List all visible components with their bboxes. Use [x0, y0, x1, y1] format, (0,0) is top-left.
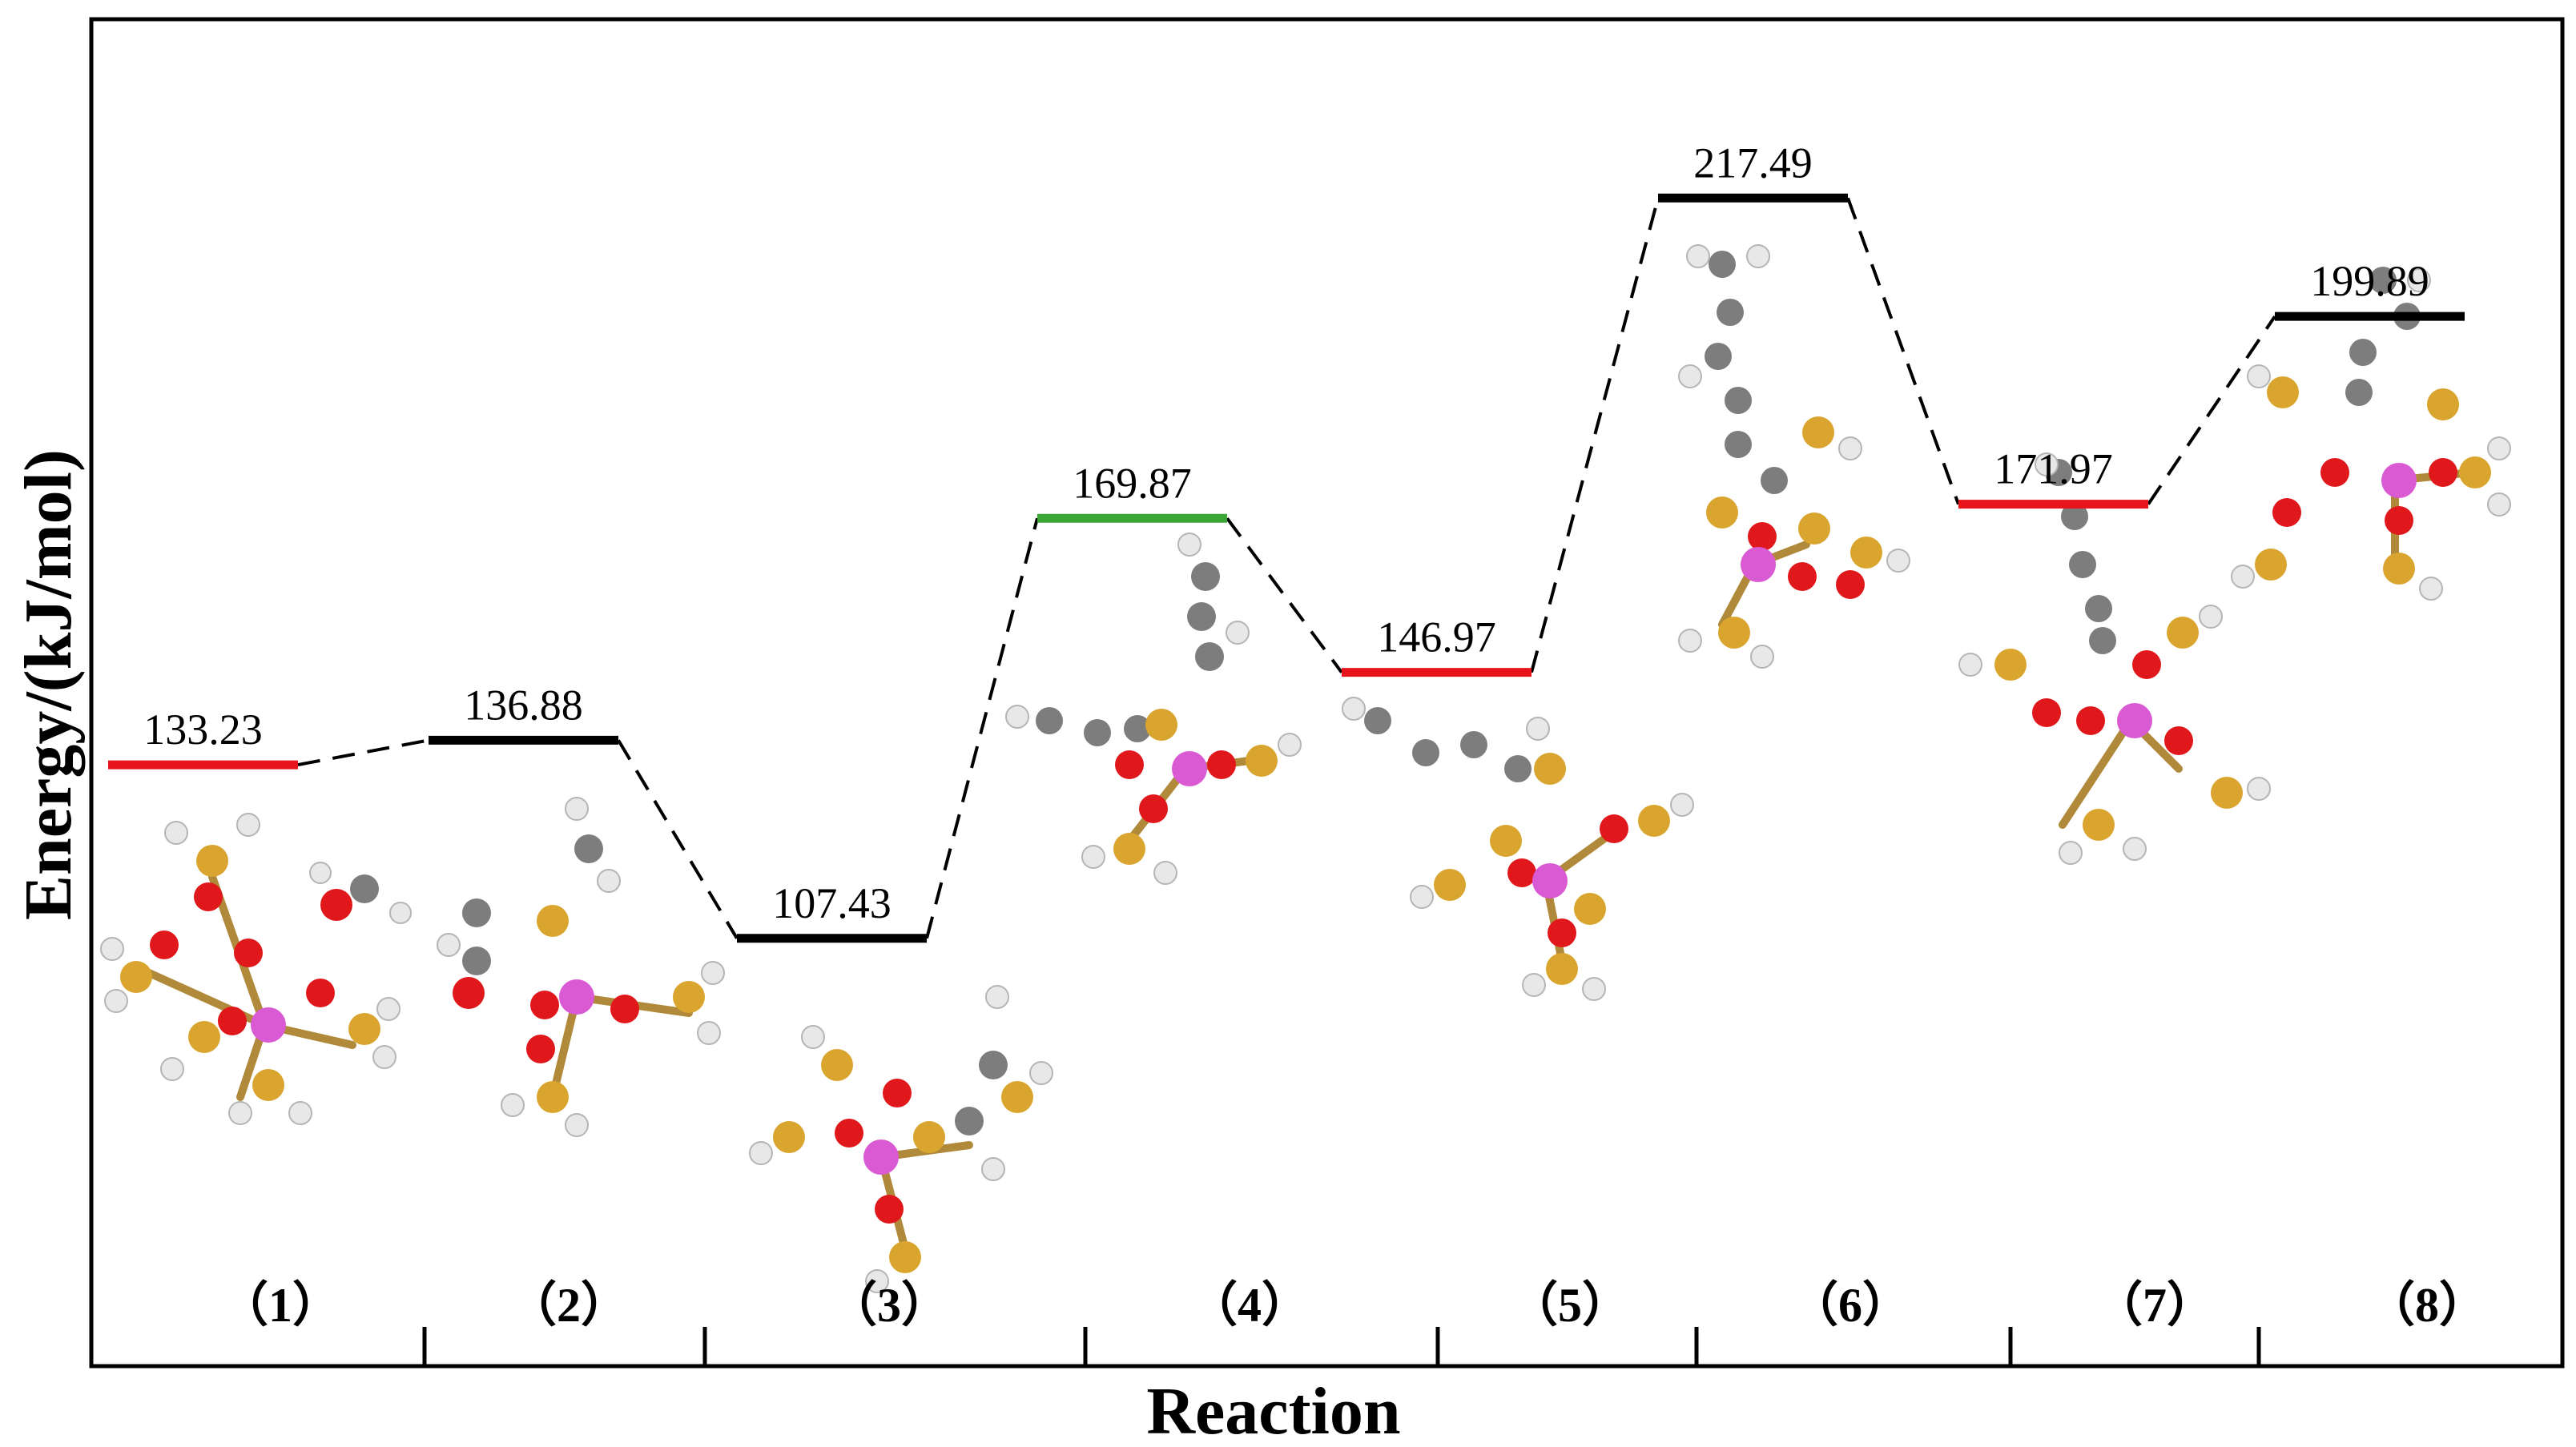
- energy-value-label-8: 199.89: [2310, 257, 2429, 305]
- connector-2-3: [617, 739, 739, 939]
- connector-1-2: [297, 738, 429, 767]
- x-tick-label-8: （8）: [2367, 1278, 2487, 1332]
- x-axis-ticks: [422, 1327, 2261, 1366]
- x-tick-label-7: （7）: [2095, 1278, 2215, 1332]
- energy-value-label-6: 217.49: [1693, 139, 1813, 187]
- y-axis-label: Energy/(kJ/mol): [11, 449, 86, 920]
- x-tick-label-4: （4）: [1189, 1278, 1310, 1332]
- x-tick-label-6: （6）: [1790, 1278, 1910, 1332]
- energy-value-labels: 133.23 136.88 107.43 169.87 146.97 217.49 171.…: [143, 139, 2429, 927]
- energy-levels: [108, 193, 2465, 943]
- connector-6-7: [1846, 197, 1960, 505]
- molecule-structure-6: [1678, 244, 1910, 669]
- molecular-structures: [100, 244, 2511, 1293]
- molecule-structure-5: [1342, 697, 1694, 1001]
- molecule-structure-7: [1958, 452, 2271, 865]
- energy-value-label-7: 171.97: [1994, 445, 2113, 493]
- connector-5-6: [1530, 197, 1660, 673]
- x-tick-label-5: （5）: [1510, 1278, 1630, 1332]
- energy-value-label-2: 136.88: [464, 681, 583, 729]
- molecule-structure-3: [749, 985, 1053, 1293]
- connector-4-5: [1226, 517, 1343, 673]
- molecule-structure-4: [1005, 533, 1302, 885]
- x-axis-label: Reaction: [1146, 1374, 1400, 1447]
- energy-value-label-1: 133.23: [143, 705, 263, 754]
- x-tick-label-3: （3）: [829, 1278, 949, 1332]
- energy-value-label-5: 146.97: [1377, 613, 1496, 661]
- x-tick-label-1: （1）: [220, 1278, 340, 1332]
- x-axis-tick-labels: （1） （2） （3） （4） （5） （6） （7） （8）: [220, 1278, 2487, 1332]
- x-tick-label-2: （2）: [509, 1278, 629, 1332]
- plot-frame: [89, 17, 2565, 1369]
- connector-7-8: [2147, 316, 2276, 505]
- level-connectors: [297, 197, 2276, 939]
- connector-3-4: [925, 517, 1039, 939]
- energy-value-label-3: 107.43: [772, 879, 892, 927]
- molecule-structure-2: [437, 797, 725, 1137]
- energy-value-label-4: 169.87: [1073, 459, 1192, 507]
- molecule-structure-1: [100, 813, 412, 1125]
